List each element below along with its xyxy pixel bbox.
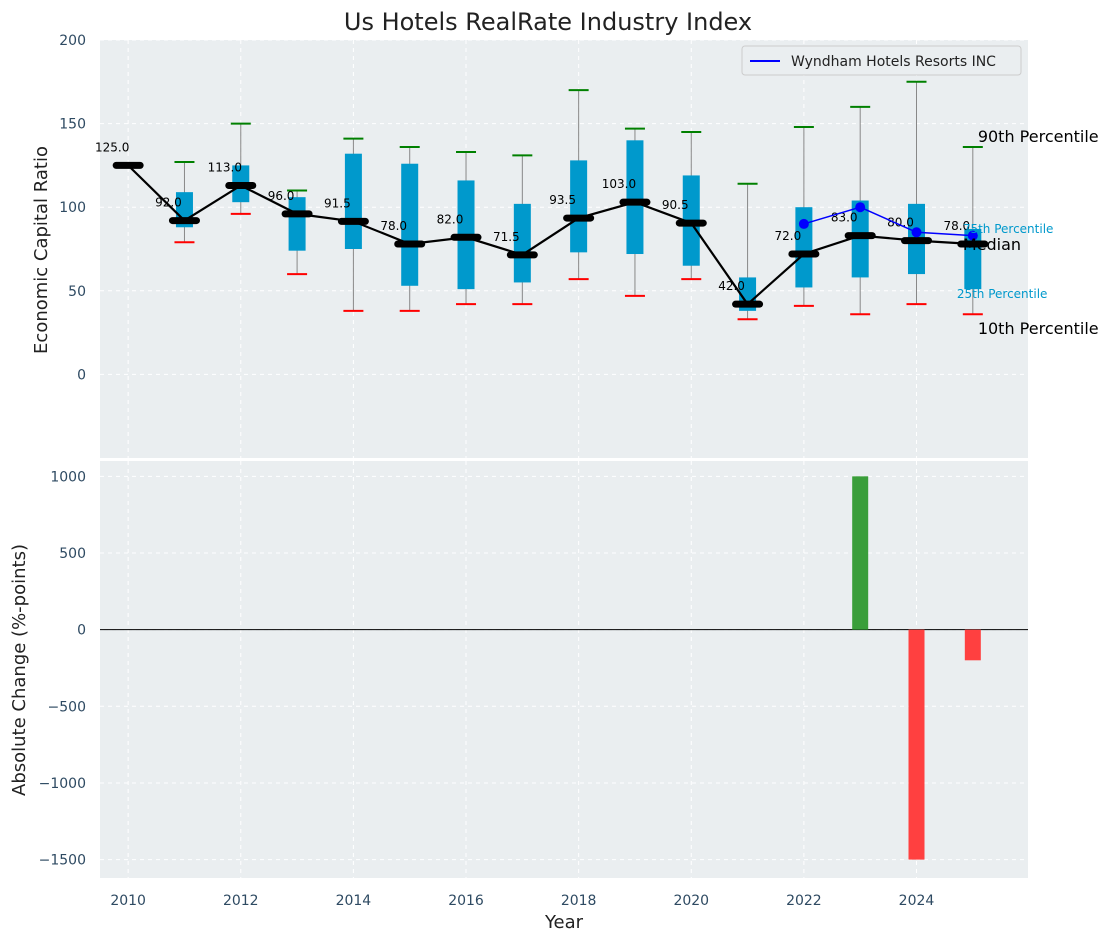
median-data-label: 93.5: [549, 193, 576, 207]
bottom-y-tick-label: −500: [48, 699, 86, 715]
bottom-y-tick-label: −1500: [39, 853, 86, 869]
legend-label-company: Wyndham Hotels Resorts INC: [791, 54, 996, 70]
iqr-box: [513, 203, 531, 283]
annotation-p25: 25th Percentile: [957, 287, 1048, 301]
top-y-tick-label: 50: [68, 284, 86, 300]
bottom-plot-area: [100, 461, 1028, 878]
company-line: [803, 206, 973, 237]
median-data-label: 96.0: [268, 189, 295, 203]
iqr-box: [288, 197, 306, 251]
iqr-box: [795, 207, 813, 288]
median-data-label: 125.0: [95, 140, 129, 154]
x-tick-label: 2022: [786, 893, 822, 909]
annotation-p90: 90th Percentile: [978, 127, 1099, 146]
x-tick-label: 2014: [336, 893, 372, 909]
median-data-label: 42.0: [718, 279, 745, 293]
top-y-tick-label: 100: [59, 200, 86, 216]
bottom-panel: −1500 −1000 −500 0 500 1000 2010 2012 2014 2016 20…: [39, 458, 1028, 909]
median-data-label: 78.0: [380, 219, 407, 233]
bottom-y-tick-label: −1000: [39, 776, 86, 792]
company-point: [967, 230, 978, 241]
iqr-box: [344, 153, 362, 249]
median-data-label: 113.0: [208, 160, 242, 174]
median-data-label: 91.5: [324, 196, 351, 210]
top-y-tick-label: 200: [59, 33, 86, 49]
median-data-label: 82.0: [437, 212, 464, 226]
legend-box: [741, 45, 1022, 76]
company-point: [911, 227, 922, 238]
change-bar: [852, 476, 869, 630]
change-bar: [964, 629, 981, 661]
chart-title: Us Hotels RealRate Industry Index: [344, 8, 752, 36]
x-tick-label: 2010: [110, 893, 146, 909]
x-tick-label: 2024: [899, 893, 935, 909]
median-data-label: 72.0: [775, 229, 802, 243]
bottom-y-tick-label: 1000: [50, 469, 86, 485]
median-data-label: 78.0: [943, 219, 970, 233]
median-line: [127, 164, 973, 306]
x-tick-label: 2020: [673, 893, 709, 909]
annotation-p75: 75th Percentile: [963, 222, 1054, 236]
iqr-box: [626, 140, 644, 255]
annotation-p10: 10th Percentile: [978, 319, 1099, 338]
median-data-label: 92.0: [155, 196, 182, 210]
company-point: [798, 218, 809, 229]
median-data-label: 71.5: [493, 230, 520, 244]
top-panel: 0 50 100 150 200 125.0 92.0 113.0 96.0 91.5 78.0 82…: [59, 33, 1099, 458]
median-data-label: 103.0: [602, 177, 636, 191]
x-tick-label: 2012: [223, 893, 259, 909]
median-data-label: 80.0: [887, 216, 914, 230]
bottom-y-tick-label: 500: [59, 546, 86, 562]
median-data-label: 90.5: [662, 198, 689, 212]
iqr-box: [570, 160, 588, 253]
top-y-axis-label: Economic Capital Ratio: [31, 146, 52, 354]
bottom-y-tick-label: 0: [77, 623, 86, 639]
change-bar: [908, 629, 925, 860]
x-tick-label: 2016: [448, 893, 484, 909]
x-tick-label: 2018: [561, 893, 597, 909]
x-axis-label: Year: [544, 912, 584, 933]
top-plot-area: [100, 40, 1028, 458]
legend: Wyndham Hotels Resorts INC: [741, 45, 1022, 76]
annotation-median: Median: [963, 235, 1021, 254]
bottom-y-axis-label: Absolute Change (%-points): [9, 544, 30, 796]
iqr-box: [401, 163, 419, 286]
top-y-tick-label: 0: [77, 367, 86, 383]
company-point: [855, 202, 866, 213]
top-y-tick-label: 150: [59, 117, 86, 133]
